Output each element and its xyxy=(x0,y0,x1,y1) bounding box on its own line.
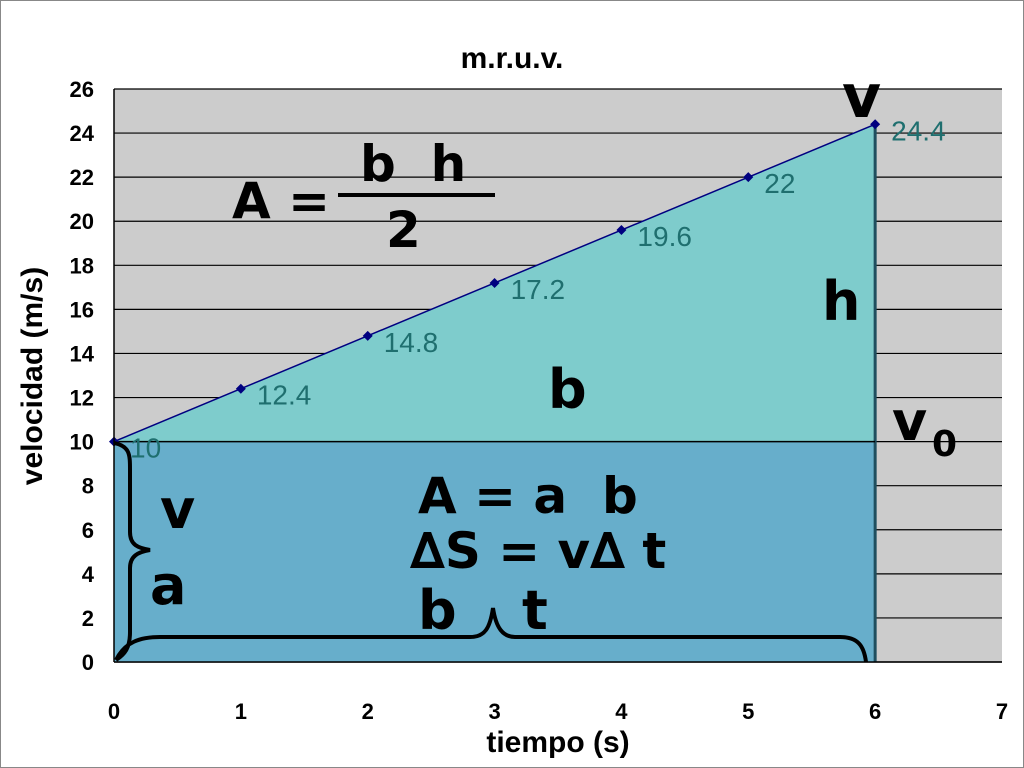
data-point-marker xyxy=(489,277,500,288)
y-tick-label: 20 xyxy=(70,209,94,234)
data-label: 19.6 xyxy=(637,221,692,252)
y-tick-label: 14 xyxy=(70,341,95,366)
y-axis-title: velocidad (m/s) xyxy=(16,267,49,485)
data-label: 17.2 xyxy=(511,274,565,305)
data-point-marker xyxy=(616,225,627,236)
x-tick-label: 6 xyxy=(869,699,881,724)
x-tick-label: 3 xyxy=(488,699,500,724)
x-tick-label: 4 xyxy=(615,699,628,724)
initial-velocity-subscript: 0 xyxy=(932,424,957,465)
rectangle-area xyxy=(114,441,876,662)
data-point-marker xyxy=(870,119,881,130)
data-labels: 10 12.4 14.8 17.2 19.6 22 24.4 xyxy=(130,115,946,463)
y-tick-label: 2 xyxy=(82,606,94,631)
x-tick-label: 7 xyxy=(996,699,1008,724)
y-tick-label: 4 xyxy=(82,562,95,587)
triangle-formula-lhs: A = xyxy=(232,172,330,230)
x-tick-label: 1 xyxy=(235,699,247,724)
y-tick-label: 12 xyxy=(70,386,94,411)
brace-b-label: b xyxy=(418,579,457,642)
brace-t-label: t xyxy=(522,579,548,642)
x-tick-labels: 0 1 2 3 4 5 6 7 xyxy=(108,699,1008,724)
y-tick-label: 16 xyxy=(70,297,94,322)
triangle-height-label: h xyxy=(822,270,860,333)
data-point-marker xyxy=(235,383,246,394)
y-tick-label: 6 xyxy=(82,518,94,543)
y-tick-label: 24 xyxy=(70,121,95,146)
data-label: 12.4 xyxy=(257,380,312,411)
x-tick-label: 2 xyxy=(362,699,374,724)
data-label: 10 xyxy=(130,433,161,464)
bottom-brace xyxy=(114,607,868,663)
y-tick-label: 8 xyxy=(82,474,94,499)
initial-velocity-label: v xyxy=(892,390,927,453)
data-label: 14.8 xyxy=(384,327,439,358)
final-velocity-label: v xyxy=(842,62,881,132)
y-tick-label: 22 xyxy=(70,165,94,190)
triangle-formula-denominator: 2 xyxy=(386,201,421,259)
x-tick-label: 5 xyxy=(742,699,754,724)
displacement-formula: ∆S = v∆ t xyxy=(410,522,666,580)
triangle-base-label: b xyxy=(548,358,587,421)
brace-a-label: a xyxy=(150,554,186,617)
y-tick-label: 10 xyxy=(70,430,94,455)
brace-v-label: v xyxy=(160,478,195,541)
y-tick-label: 18 xyxy=(70,253,94,278)
triangle-formula-numerator: b h xyxy=(360,135,466,193)
rectangle-area-formula: A = a b xyxy=(418,467,638,525)
data-point-marker xyxy=(362,330,373,341)
y-tick-label: 26 xyxy=(70,77,94,102)
x-tick-label: 0 xyxy=(108,699,120,724)
y-tick-label: 0 xyxy=(82,650,94,675)
data-label: 22 xyxy=(764,168,795,199)
data-label: 24.4 xyxy=(891,115,946,146)
chart-title: m.r.u.v. xyxy=(461,42,564,75)
x-axis-title: tiempo (s) xyxy=(486,726,629,759)
data-point-marker xyxy=(743,172,754,183)
